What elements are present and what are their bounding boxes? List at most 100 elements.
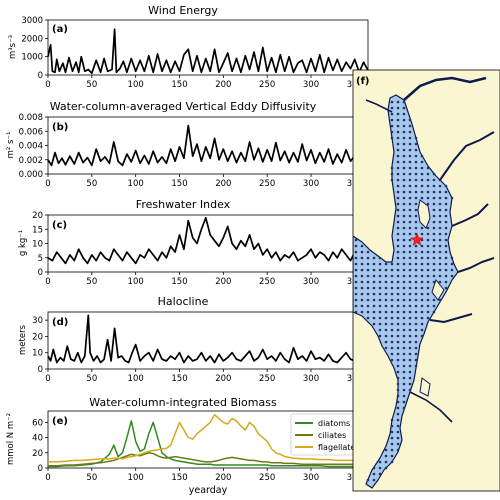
grid-point <box>396 364 400 368</box>
grid-point <box>444 274 448 278</box>
grid-point <box>420 154 424 158</box>
grid-point <box>444 214 448 218</box>
grid-point <box>402 328 406 332</box>
grid-point <box>444 268 448 272</box>
grid-point <box>444 256 448 260</box>
grid-point <box>438 298 442 302</box>
grid-point <box>366 250 370 254</box>
grid-point <box>384 274 388 278</box>
grid-point <box>402 226 406 230</box>
grid-point <box>426 232 430 236</box>
grid-point <box>396 280 400 284</box>
grid-point <box>390 340 394 344</box>
grid-point <box>408 208 412 212</box>
grid-point <box>378 466 382 470</box>
grid-point <box>414 280 418 284</box>
grid-point <box>426 256 430 260</box>
grid-point <box>366 478 370 482</box>
grid-point <box>378 292 382 296</box>
y-axis-label: meters <box>18 324 28 355</box>
x-ticks: 050100150200250300350 <box>45 174 363 189</box>
legend-label-flagellates: flagellates <box>318 443 360 452</box>
x-tick-label: 0 <box>45 80 50 90</box>
grid-point <box>402 202 406 206</box>
grid-point <box>372 466 376 470</box>
grid-point <box>408 310 412 314</box>
grid-point <box>414 190 418 194</box>
grid-point <box>360 310 364 314</box>
grid-point <box>390 172 394 176</box>
grid-point <box>432 304 436 308</box>
diatoms-line <box>48 420 368 468</box>
grid-point <box>432 184 436 188</box>
grid-point <box>432 220 436 224</box>
grid-point <box>402 298 406 302</box>
x-tick-label: 100 <box>128 179 144 189</box>
grid-point <box>408 136 412 140</box>
axes-frame <box>47 19 369 76</box>
plot-area <box>47 314 369 364</box>
grid-point <box>420 160 424 164</box>
grid-point <box>396 166 400 170</box>
grid-point <box>414 334 418 338</box>
grid-point <box>414 298 418 302</box>
grid-point <box>396 400 400 404</box>
grid-point <box>414 346 418 350</box>
halocline-panel: Halocline (d) meters 0 10 20 30 0 50 100 150 20… <box>18 295 369 384</box>
grid-point <box>390 106 394 110</box>
grid-point <box>366 280 370 284</box>
grid-point <box>390 124 394 128</box>
grid-point <box>414 322 418 326</box>
panel-title: Water-column-averaged Vertical Eddy Diff… <box>50 100 317 113</box>
x-tick-label: 100 <box>128 374 144 384</box>
grid-point <box>432 202 436 206</box>
grid-point <box>408 376 412 380</box>
y-tick-label: 0.004 <box>19 142 43 152</box>
y-tick-label: 0 <box>38 268 43 278</box>
x-ticks: 050100150200250300350 <box>45 369 363 384</box>
grid-point <box>450 196 454 200</box>
grid-point <box>444 226 448 230</box>
grid-point <box>414 208 418 212</box>
grid-point <box>378 286 382 290</box>
grid-point <box>396 322 400 326</box>
grid-point <box>384 328 388 332</box>
grid-point <box>390 454 394 458</box>
grid-point <box>420 268 424 272</box>
grid-point <box>396 370 400 374</box>
grid-point <box>396 124 400 128</box>
grid-point <box>396 106 400 110</box>
y-axis-label: m³s⁻³ <box>8 35 18 59</box>
x-tick-label: 50 <box>86 179 97 189</box>
grid-point <box>396 424 400 428</box>
grid-point <box>414 148 418 152</box>
grid-point <box>414 340 418 344</box>
grid-point <box>408 388 412 392</box>
grid-point <box>414 196 418 200</box>
grid-point <box>408 220 412 224</box>
grid-point <box>408 178 412 182</box>
x-tick-label: 100 <box>128 473 144 483</box>
grid-point <box>372 292 376 296</box>
panel-label: (a) <box>52 24 68 35</box>
grid-point <box>396 190 400 194</box>
grid-point <box>426 238 430 242</box>
grid-point <box>396 442 400 446</box>
grid-point <box>402 376 406 380</box>
grid-point <box>360 256 364 260</box>
y-tick-label: 15 <box>32 225 43 235</box>
y-tick-label: 10 <box>32 240 43 250</box>
grid-point <box>420 274 424 278</box>
x-tick-label: 200 <box>215 277 231 287</box>
grid-point <box>366 310 370 314</box>
grid-point <box>420 286 424 290</box>
grid-point <box>396 394 400 398</box>
x-tick-label: 0 <box>45 473 50 483</box>
y-tick-label: 1000 <box>21 53 43 63</box>
grid-point <box>384 346 388 350</box>
grid-point <box>450 262 454 266</box>
grid-point <box>402 388 406 392</box>
grid-point <box>432 214 436 218</box>
grid-point <box>408 232 412 236</box>
x-tick-label: 200 <box>215 374 231 384</box>
